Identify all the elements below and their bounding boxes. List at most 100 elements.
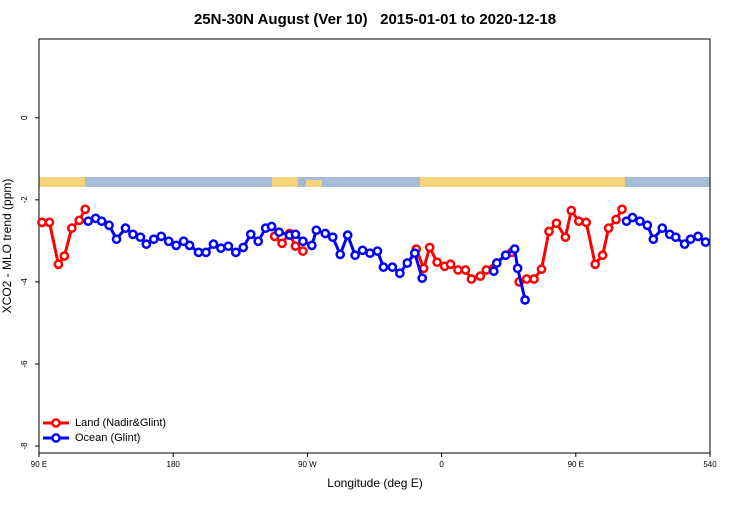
data-point	[372, 246, 383, 256]
data-point	[481, 265, 492, 275]
data-point	[445, 259, 456, 270]
data-point	[597, 250, 608, 261]
data-point	[357, 245, 368, 256]
data-point	[238, 242, 249, 253]
data-point	[648, 234, 659, 245]
data-point	[509, 244, 520, 254]
data-point	[230, 247, 241, 258]
data-point	[253, 236, 264, 247]
data-point	[327, 232, 338, 243]
data-point	[148, 234, 159, 245]
series-line	[518, 206, 624, 284]
data-point	[171, 240, 182, 251]
data-point	[387, 262, 398, 272]
data-point	[141, 239, 152, 250]
data-point	[311, 225, 322, 236]
legend-label: Ocean (Glint)	[75, 432, 140, 444]
data-point	[611, 214, 621, 225]
data-point	[520, 295, 530, 305]
data-point	[277, 238, 287, 249]
data-point	[266, 221, 277, 232]
data-point	[350, 250, 360, 261]
data-point	[53, 259, 64, 270]
data-point	[104, 220, 114, 231]
legend-marker	[51, 433, 61, 443]
data-point	[512, 263, 523, 274]
legend-marker	[51, 418, 61, 428]
data-point	[80, 204, 91, 215]
data-point	[59, 251, 70, 261]
x-tick-label: 90 W	[298, 460, 317, 469]
data-point	[120, 223, 131, 234]
data-point	[642, 220, 653, 231]
y-tick-label: -8	[20, 442, 29, 450]
data-point	[394, 268, 405, 279]
data-point	[551, 218, 562, 229]
data-point	[417, 273, 428, 284]
data-point	[135, 232, 146, 243]
data-point	[298, 236, 308, 247]
data-point	[96, 216, 107, 227]
y-tick-label: 0	[20, 115, 29, 120]
y-axis-label: XCO2 - MLO trend (ppm)	[0, 179, 14, 314]
data-point	[298, 246, 308, 256]
data-point	[603, 223, 614, 234]
y-tick-label: -4	[20, 278, 29, 286]
data-point	[693, 231, 703, 242]
x-tick-label: 540	[703, 460, 717, 469]
data-point	[193, 247, 204, 258]
x-tick-label: 90 E	[31, 460, 47, 469]
data-point	[560, 232, 571, 243]
data-point	[245, 229, 256, 240]
data-point	[44, 217, 55, 228]
data-point	[74, 215, 85, 226]
data-point	[409, 248, 420, 259]
ocean-strip	[39, 177, 710, 187]
data-point	[670, 232, 681, 243]
data-point	[184, 240, 195, 251]
data-point	[657, 223, 668, 234]
map-strip	[39, 177, 710, 187]
legend-label: Land (Nadir&Glint)	[75, 417, 166, 429]
data-point	[685, 234, 696, 245]
x-tick-label: 180	[167, 460, 181, 469]
data-point	[66, 223, 77, 234]
data-point	[223, 241, 234, 252]
data-point	[424, 242, 435, 253]
x-tick-label: 90 E	[568, 460, 584, 469]
data-point	[83, 216, 94, 227]
data-point	[627, 212, 638, 223]
data-point	[208, 239, 219, 250]
data-point	[544, 226, 554, 237]
data-point	[290, 241, 301, 252]
data-point	[529, 274, 539, 284]
y-tick-label: -2	[20, 196, 29, 204]
data-point	[365, 248, 375, 259]
data-point	[378, 262, 389, 272]
data-point	[432, 257, 442, 268]
data-point	[466, 274, 477, 284]
data-point	[453, 265, 463, 275]
data-point	[111, 234, 122, 245]
data-point	[536, 264, 547, 275]
data-point	[290, 229, 301, 240]
data-point	[488, 266, 499, 277]
data-point	[635, 216, 645, 227]
data-point	[700, 237, 711, 247]
data-point	[566, 205, 577, 216]
data-point	[573, 216, 584, 227]
land-strip	[306, 180, 322, 187]
data-point	[491, 258, 502, 268]
data-point	[402, 258, 413, 268]
data-point	[342, 230, 353, 240]
data-point	[37, 217, 47, 228]
x-axis-label: Longitude (deg E)	[327, 476, 422, 490]
data-point	[679, 239, 690, 250]
data-point	[156, 231, 167, 242]
data-point	[128, 229, 138, 240]
data-point	[320, 228, 331, 239]
data-point	[500, 250, 511, 261]
data-point	[335, 249, 346, 260]
plot-frame	[38, 38, 711, 454]
data-point	[521, 274, 532, 284]
